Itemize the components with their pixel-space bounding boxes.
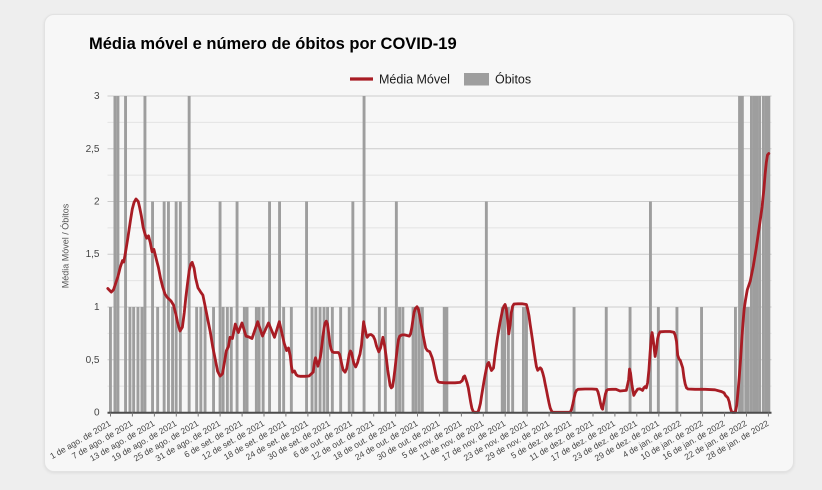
svg-text:0,5: 0,5 bbox=[86, 355, 100, 366]
svg-text:3: 3 bbox=[94, 91, 100, 102]
svg-text:0: 0 bbox=[94, 408, 100, 419]
svg-text:1,5: 1,5 bbox=[86, 249, 100, 260]
svg-text:Média Móvel: Média Móvel bbox=[379, 73, 450, 87]
svg-text:Média Móvel / Óbitos: Média Móvel / Óbitos bbox=[61, 203, 71, 288]
svg-text:1: 1 bbox=[94, 302, 100, 313]
svg-text:2,5: 2,5 bbox=[86, 144, 100, 155]
svg-text:2: 2 bbox=[94, 197, 100, 208]
svg-text:Óbitos: Óbitos bbox=[495, 72, 531, 87]
